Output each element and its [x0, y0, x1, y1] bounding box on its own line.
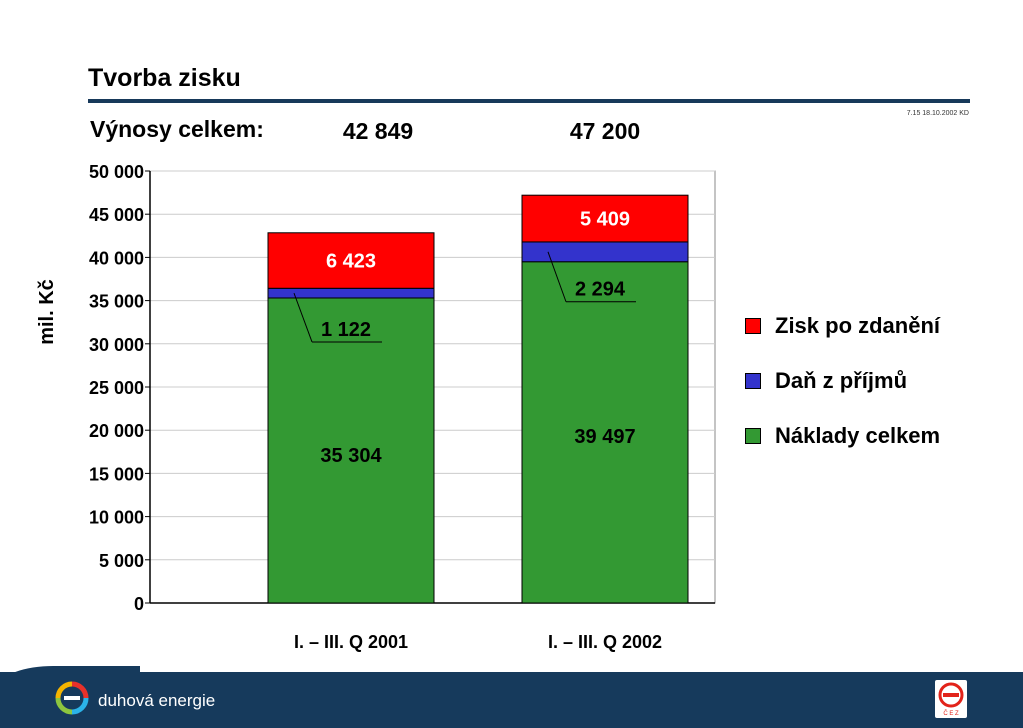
- bar-segment-costs: [521, 261, 689, 604]
- date-stamp: 7.15 18.10.2002 KD: [906, 110, 969, 117]
- brand-text: duhová energie: [98, 691, 216, 710]
- y-tick-label: 30 000: [89, 335, 144, 355]
- legend-swatch-tax: [745, 373, 761, 389]
- data-label-costs: 39 497: [574, 426, 635, 448]
- y-tick-label: 40 000: [89, 248, 144, 268]
- legend-item-profit: Zisk po zdanění: [745, 312, 940, 340]
- y-tick-label: 5 000: [99, 551, 144, 571]
- y-axis-label: mil. Kč: [36, 279, 58, 345]
- legend-swatch-profit: [745, 318, 761, 334]
- legend-label-costs: Náklady celkem: [775, 423, 941, 448]
- legend-label-tax: Daň z příjmů: [775, 368, 908, 393]
- stacked-bar-chart: 0 5 000 10 000 15 000 20 000 25 000 30 000 35 0…: [36, 162, 716, 652]
- title-rule: [88, 99, 970, 103]
- y-tick-label: 35 000: [89, 292, 144, 312]
- page-title: Tvorba zisku: [88, 64, 241, 92]
- footer-bar: [0, 672, 1023, 728]
- data-label-profit: 5 409: [580, 209, 630, 231]
- y-tick-label: 50 000: [89, 162, 144, 182]
- y-tick-label: 45 000: [89, 205, 144, 225]
- bar-segment-tax: [521, 241, 689, 263]
- cez-letters: Č E Z: [943, 710, 959, 717]
- y-tick-label: 10 000: [89, 508, 144, 528]
- data-label-costs: 35 304: [320, 445, 382, 467]
- bar-segment-profit: [267, 232, 435, 289]
- y-tick-label: 20 000: [89, 421, 144, 441]
- leader-line-tax: [293, 292, 313, 343]
- revenue-label: Výnosy celkem:: [90, 116, 264, 142]
- y-tick-label: 0: [134, 594, 144, 614]
- legend-swatch-costs: [745, 428, 761, 444]
- bar-segment-costs: [267, 297, 435, 604]
- y-tick-label: 15 000: [89, 464, 144, 484]
- bar-segment-tax: [267, 287, 435, 299]
- data-label-tax: 1 122: [321, 319, 371, 341]
- cez-logo-icon: Č E Z: [938, 682, 964, 717]
- legend-item-tax: Daň z příjmů: [745, 367, 940, 395]
- duhova-energie-logo-icon: [55, 681, 89, 715]
- legend-item-costs: Náklady celkem: [745, 422, 940, 450]
- y-tick-label: 25 000: [89, 378, 144, 398]
- cez-logo: Č E Z: [935, 680, 967, 718]
- bar-segment-profit: [521, 194, 689, 243]
- data-label-profit: 6 423: [326, 251, 376, 273]
- leader-line-tax: [547, 251, 567, 302]
- data-label-tax: 2 294: [575, 279, 626, 301]
- x-category-label: I. – III. Q 2002: [548, 632, 662, 652]
- revenue-value-2001: 42 849: [342, 118, 414, 144]
- x-category-label: I. – III. Q 2001: [294, 632, 408, 652]
- legend: Zisk po zdanění Daň z příjmů Náklady cel…: [745, 312, 940, 477]
- revenue-value-2002: 47 200: [569, 118, 641, 144]
- legend-label-profit: Zisk po zdanění: [775, 313, 941, 338]
